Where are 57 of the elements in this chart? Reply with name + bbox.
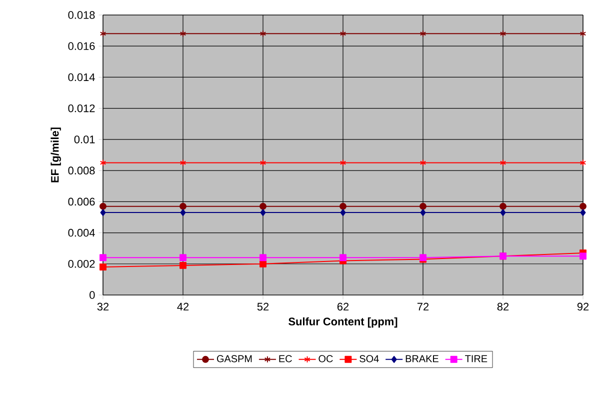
y-tick-label: 0.012: [68, 104, 95, 112]
y-tick-label: 0.016: [68, 42, 95, 50]
point: [420, 30, 426, 38]
point: [100, 202, 106, 210]
y-tick-label: 0.006: [68, 198, 95, 206]
y-tick-label: 0.014: [68, 73, 95, 82]
point: [340, 209, 346, 216]
point: [420, 209, 426, 216]
point: [500, 159, 506, 166]
point: [180, 202, 186, 210]
point: [340, 254, 346, 262]
point: [580, 202, 586, 210]
x-tick-label: 92: [577, 302, 589, 311]
point: [340, 30, 346, 38]
point: [340, 159, 346, 166]
point: [420, 202, 426, 210]
legend-label: OC: [318, 355, 333, 362]
point: [260, 209, 266, 216]
point: [100, 264, 106, 270]
point: [580, 252, 586, 260]
point: [260, 30, 266, 38]
point: [180, 254, 186, 262]
y-axis-title: EF [g/mile]: [50, 128, 61, 182]
point: [180, 159, 186, 166]
point: [180, 262, 186, 269]
legend-label: BRAKE: [406, 355, 438, 362]
point: [100, 254, 106, 262]
x-tick-label: 72: [417, 302, 429, 310]
point: [180, 209, 186, 216]
legend-label: GASPM: [216, 355, 252, 362]
legend-label: SO4: [360, 355, 379, 362]
point: [500, 30, 506, 38]
y-tick-label: 0.01: [74, 136, 95, 144]
point: [580, 209, 586, 216]
legend-label: EC: [279, 355, 292, 362]
y-tick-label: 0.004: [68, 228, 95, 237]
point: [260, 260, 266, 268]
x-tick-label: 82: [497, 302, 509, 311]
x-axis-title: Sulfur Content [ppm]: [288, 317, 398, 328]
point: [260, 254, 266, 262]
x-tick-label: 42: [177, 302, 189, 310]
y-tick-label: 0: [90, 291, 95, 299]
y-tick-label: 0.008: [68, 166, 95, 174]
x-tick-label: 32: [97, 302, 109, 311]
point: [180, 30, 186, 38]
point: [500, 202, 506, 210]
point: [340, 202, 346, 210]
point: [260, 159, 266, 166]
x-tick-label: 62: [337, 302, 349, 311]
legend-label: TIRE: [465, 355, 488, 362]
point: [260, 202, 266, 210]
point: [500, 209, 506, 216]
x-tick-label: 52: [257, 302, 269, 311]
point: [100, 209, 106, 216]
y-tick-label: 0.018: [68, 11, 95, 19]
point: [420, 159, 426, 166]
y-tick-label: 0.002: [68, 260, 95, 268]
